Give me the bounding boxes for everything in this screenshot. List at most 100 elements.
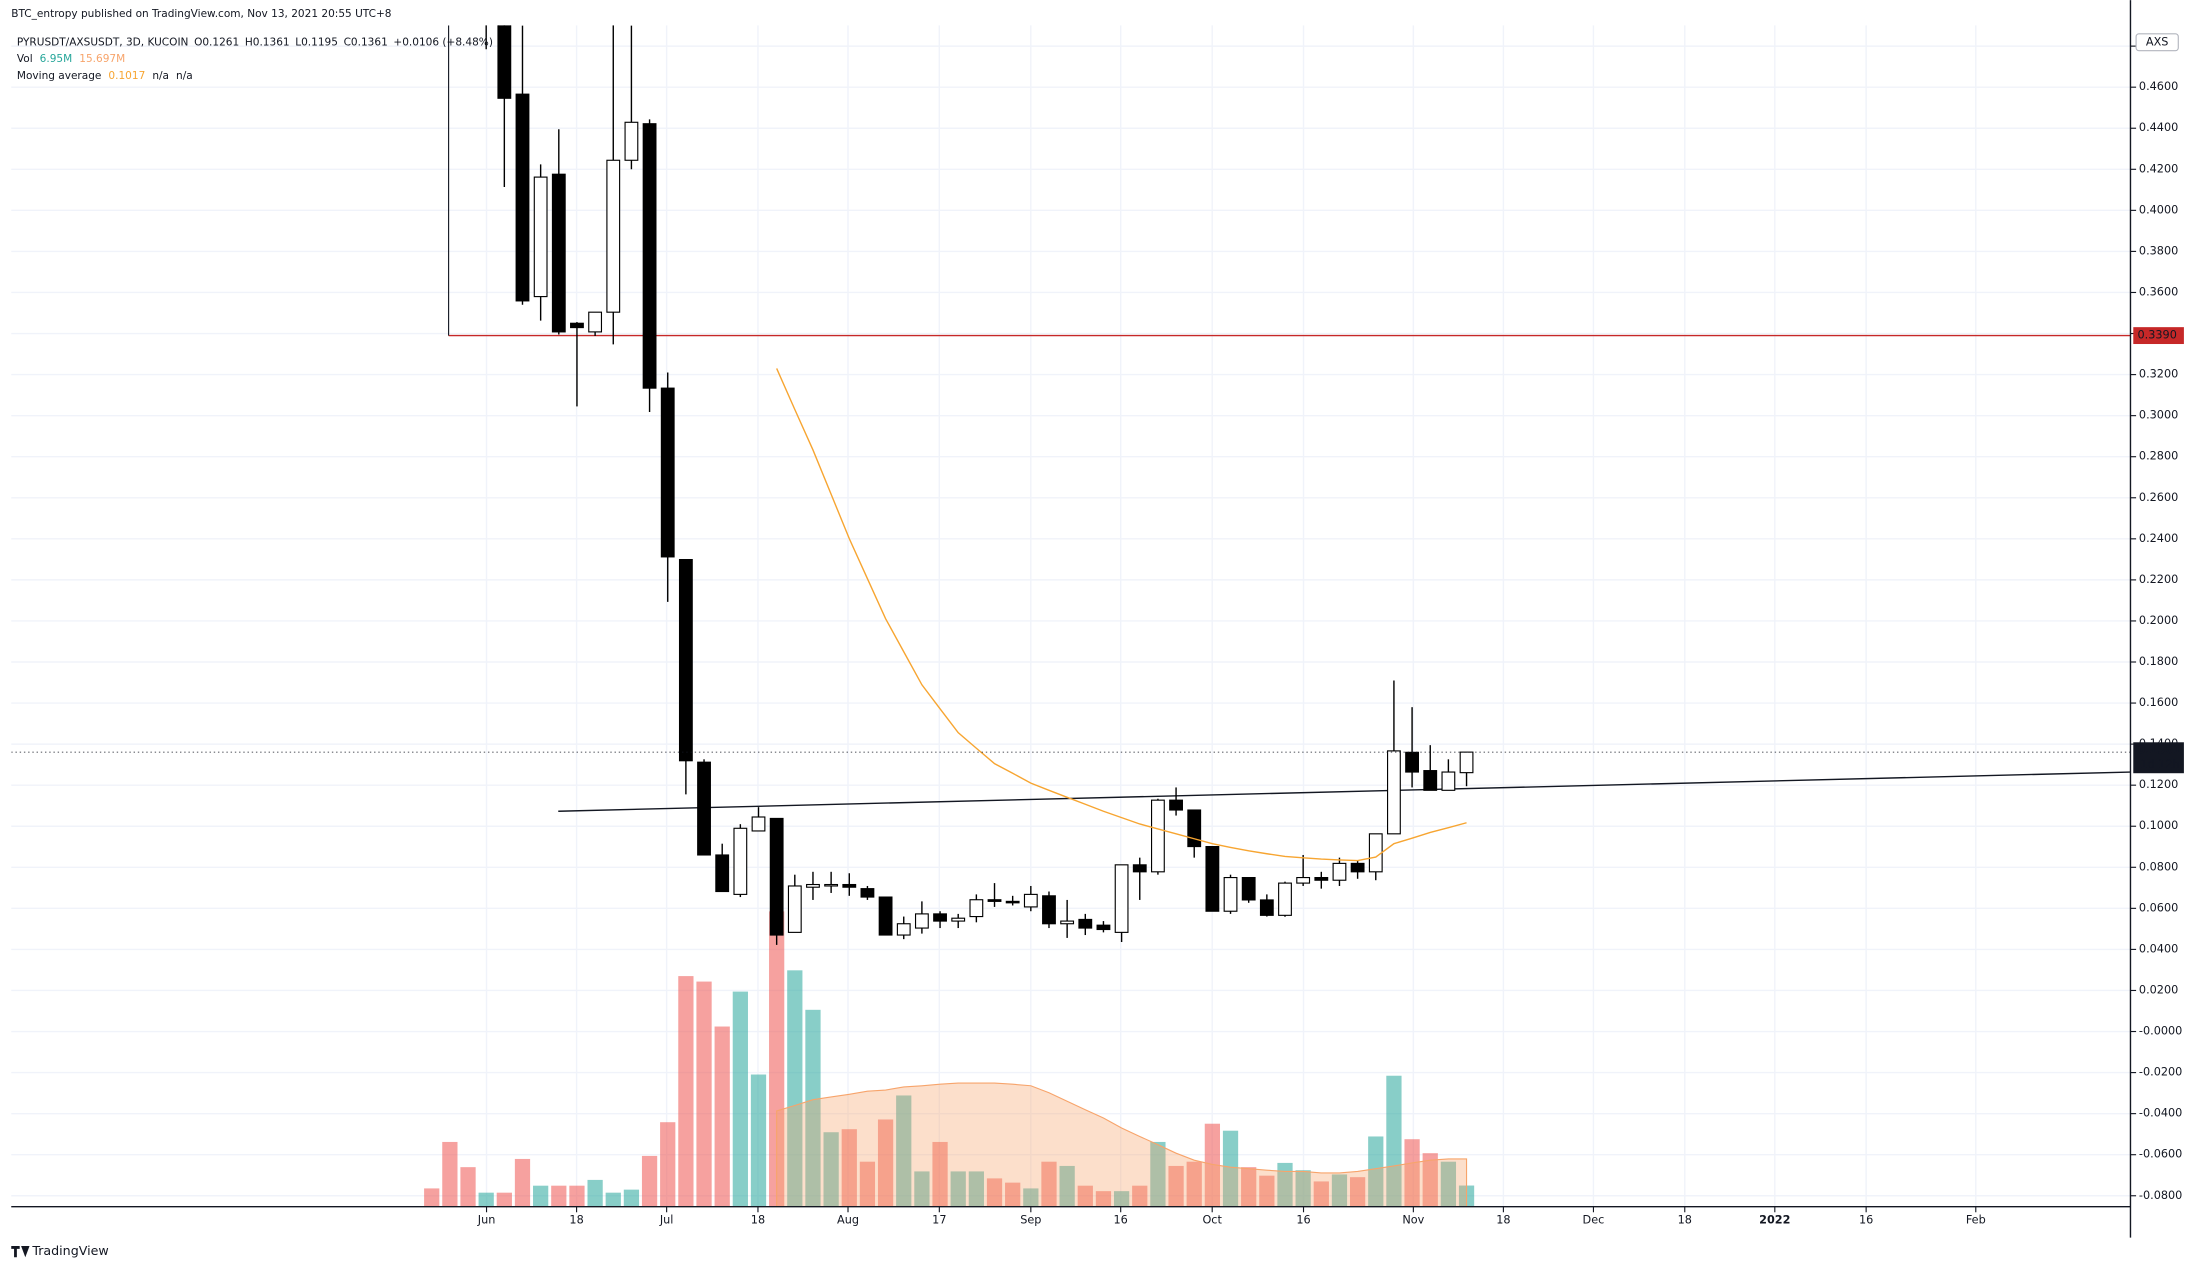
volume-bar xyxy=(623,1189,640,1207)
vol-ma-value: 15.697M xyxy=(79,53,125,65)
brand-name: TradingView xyxy=(31,1243,108,1258)
candle-body xyxy=(1387,750,1401,835)
candle-body xyxy=(1368,833,1383,873)
x-tick-label: 2022 xyxy=(1759,1214,1790,1227)
candle-body xyxy=(715,854,730,893)
y-tick-label: -0.0800 xyxy=(2139,1189,2182,1202)
candle-body xyxy=(588,311,603,333)
volume-bar xyxy=(1168,1165,1184,1207)
volume-bar xyxy=(1241,1167,1257,1207)
volume-bar xyxy=(514,1158,531,1207)
volume-bar xyxy=(1005,1182,1021,1207)
volume-bar xyxy=(1150,1141,1166,1207)
y-tick-label: -0.0400 xyxy=(2139,1107,2182,1120)
volume-bar xyxy=(896,1095,912,1207)
y-tick-label: 0.2400 xyxy=(2139,532,2178,545)
scale-badge: AXS xyxy=(2146,35,2169,48)
y-tick-label: 0.3200 xyxy=(2139,368,2178,381)
candle-body xyxy=(515,93,530,302)
volume-bar xyxy=(1023,1188,1039,1207)
candle-body xyxy=(624,121,639,161)
volume-bar xyxy=(605,1192,621,1207)
candle-body xyxy=(1350,862,1365,873)
candle-body xyxy=(1405,751,1419,773)
y-tick-label: 0.4400 xyxy=(2139,121,2178,134)
volume-bar xyxy=(1132,1185,1148,1207)
y-tick-label: 0.2000 xyxy=(2139,614,2178,627)
grid xyxy=(11,25,2131,1207)
volume-bar xyxy=(787,970,803,1207)
legend-volume: Vol 6.95M 15.697M xyxy=(17,53,125,65)
volume-bar xyxy=(533,1185,549,1207)
candle-body xyxy=(1205,845,1220,912)
scale-badge-box xyxy=(2135,33,2179,52)
y-tick-label: 0.1600 xyxy=(2139,696,2178,709)
volume-bar xyxy=(1095,1191,1112,1207)
y-tick-label: 0.0600 xyxy=(2139,901,2178,914)
volume-bar xyxy=(1077,1185,1093,1207)
x-tick-label: 16 xyxy=(1296,1214,1310,1227)
candle-body xyxy=(1296,876,1311,884)
candle-body xyxy=(1241,876,1256,901)
ma-extra: n/a xyxy=(176,70,193,82)
candle-body xyxy=(1459,751,1474,774)
candle-body xyxy=(896,923,911,936)
ohlc-high: H0.1361 xyxy=(245,36,290,48)
volume-bar xyxy=(496,1192,512,1207)
volume-bar xyxy=(1368,1136,1384,1207)
candle-body xyxy=(1278,882,1292,916)
candle-body xyxy=(1114,864,1129,933)
y-tick-label: 0.2800 xyxy=(2139,450,2178,463)
x-tick-label: Jun xyxy=(477,1214,496,1227)
y-tick-label: 0.2200 xyxy=(2139,573,2178,586)
candle-body xyxy=(842,883,857,888)
x-tick-label: 18 xyxy=(569,1214,583,1227)
x-tick-label: 17 xyxy=(932,1214,946,1227)
candle-body xyxy=(533,176,548,298)
axes: -0.0800 -0.0600 -0.0400 -0.0200 -0.0000 0.020… xyxy=(11,0,2184,1238)
volume-bar xyxy=(932,1141,948,1207)
candle-body xyxy=(1078,918,1093,929)
volume-bar xyxy=(478,1192,494,1207)
volume-bar xyxy=(859,1161,876,1207)
candle-body xyxy=(914,913,929,929)
candle-body xyxy=(860,888,875,898)
volume-bar xyxy=(1222,1130,1239,1207)
y-tick-label: -0.0200 xyxy=(2139,1066,2182,1079)
ma-extra: n/a xyxy=(152,70,169,82)
candle-body xyxy=(824,883,839,887)
x-tick-label: Sep xyxy=(1020,1214,1041,1227)
x-tick-label: Nov xyxy=(1402,1214,1424,1227)
volume-ma-area xyxy=(776,1082,1468,1207)
y-tick-label: 0.0400 xyxy=(2139,942,2178,955)
last-price-box xyxy=(2133,742,2184,774)
ohlc-low: L0.1195 xyxy=(295,36,338,48)
y-tick-label: 0.1800 xyxy=(2139,655,2178,668)
volume-bar xyxy=(968,1171,984,1207)
candle-body xyxy=(806,883,820,888)
vol-name: Vol xyxy=(17,53,33,65)
x-tick-label: 18 xyxy=(1678,1214,1692,1227)
x-tick-label: Dec xyxy=(1583,1214,1605,1227)
ma-value: 0.1017 xyxy=(108,70,145,82)
x-tick-label: Feb xyxy=(1966,1214,1986,1227)
candle-body xyxy=(787,885,802,933)
brand-logo xyxy=(11,1246,30,1258)
publisher: BTC_entropy published on TradingView.com… xyxy=(11,8,391,20)
ohlc-open: O0.1261 xyxy=(194,36,239,48)
trend-line xyxy=(558,771,2131,812)
y-tick-label: 0.4000 xyxy=(2139,203,2178,216)
candle-body xyxy=(1314,876,1329,881)
volume-bar xyxy=(914,1171,930,1207)
candle-body xyxy=(1441,771,1456,791)
candle-body xyxy=(1332,862,1347,881)
x-tick-label: Jul xyxy=(659,1214,674,1227)
x-tick-label: 16 xyxy=(1114,1214,1128,1227)
volume-bar xyxy=(641,1155,658,1207)
volume-bar xyxy=(1386,1075,1402,1207)
candle-body xyxy=(1223,876,1238,912)
moving-average-line xyxy=(776,368,1467,862)
legend-symbol: PYRUSDT/AXSUSDT, 3D, KUCOIN O0.1261 H0.136… xyxy=(17,36,493,48)
